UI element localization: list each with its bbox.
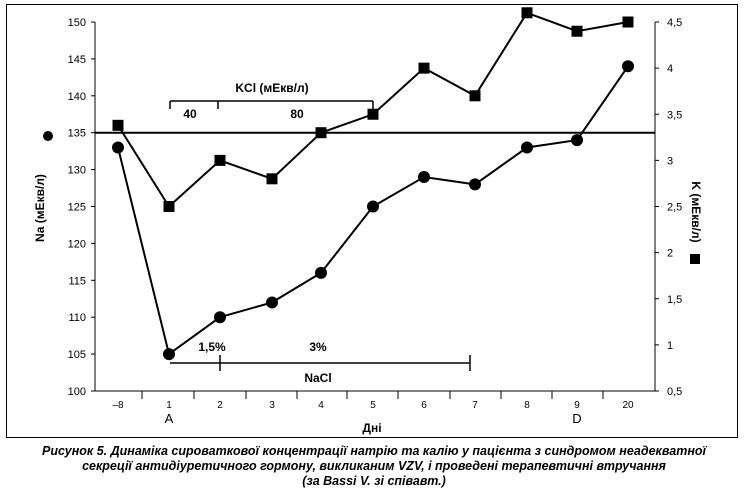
data-point-na — [367, 200, 379, 213]
left-tick-label: 110 — [68, 312, 86, 324]
x-tick-label: 6 — [421, 400, 427, 411]
right-tick-label: 0,5 — [667, 386, 682, 398]
data-point-na — [521, 141, 533, 154]
right-tick-label: 4 — [667, 63, 673, 75]
right-tick-label: 2 — [667, 248, 673, 260]
data-point-na — [571, 134, 583, 147]
nacl-segment-label: 3% — [309, 340, 327, 354]
right-tick-label: 3,5 — [667, 109, 682, 121]
axes: 1001051101151201251301351401451500,511,5… — [33, 17, 703, 435]
right-tick-label: 3 — [667, 155, 673, 167]
left-tick-label: 125 — [68, 202, 86, 214]
x-tick-label: 5 — [370, 400, 376, 411]
nacl-segment-label: 1,5% — [198, 340, 226, 354]
data-point-k — [521, 7, 533, 19]
data-point-k — [112, 119, 124, 131]
x-axis-title: Дні — [362, 421, 381, 435]
x-tick-label: 2 — [217, 400, 223, 411]
x-sublabel: A — [165, 411, 174, 426]
data-point-k — [214, 154, 226, 166]
caption-line-2: секреції антидіуретичного гормону, викли… — [82, 459, 666, 473]
x-tick-label: 9 — [574, 400, 580, 411]
data-point-na — [112, 141, 124, 154]
chart-frame — [6, 4, 738, 438]
data-point-k — [266, 173, 278, 185]
x-tick-label: 20 — [622, 400, 634, 411]
left-tick-label: 130 — [68, 165, 86, 177]
data-point-na — [163, 348, 175, 361]
data-point-na — [266, 296, 278, 309]
kcl-segment-label: 80 — [290, 107, 304, 121]
left-tick-label: 120 — [68, 238, 86, 250]
data-point-na — [469, 178, 481, 191]
x-tick-label: 8 — [524, 400, 530, 411]
x-tick-label: 3 — [269, 400, 275, 411]
left-tick-label: 105 — [68, 349, 86, 361]
left-tick-label: 135 — [68, 128, 86, 140]
left-axis-title: Na (мЕкв/л) — [33, 174, 47, 242]
data-point-na — [315, 266, 327, 279]
left-tick-label: 100 — [68, 386, 86, 398]
data-point-k — [622, 16, 634, 28]
annotations: KCl (мЕкв/л) 40 80 1,5% 3% NaCl — [95, 81, 655, 385]
left-tick-label: 115 — [68, 275, 86, 287]
left-axis-legend-marker — [43, 131, 53, 141]
left-tick-label: 140 — [68, 91, 86, 103]
caption-line-1: Рисунок 5. Динаміка сироваткової концент… — [42, 444, 706, 458]
x-tick-label: 4 — [318, 400, 324, 411]
data-point-k — [315, 127, 327, 139]
x-sublabel: D — [572, 411, 581, 426]
x-tick-label: 1 — [166, 400, 172, 411]
left-tick-label: 150 — [68, 17, 86, 29]
series — [112, 7, 634, 361]
right-axis-title: K (мЕкв/л) — [689, 181, 703, 242]
right-tick-label: 4,5 — [667, 17, 682, 29]
right-tick-label: 1,5 — [667, 294, 682, 306]
x-tick-label: 7 — [472, 400, 478, 411]
caption-line-3: (за Bassi V. зі співавт.) — [302, 474, 446, 488]
figure-caption: Рисунок 5. Динаміка сироваткової концент… — [8, 444, 740, 489]
right-tick-label: 1 — [667, 340, 673, 352]
right-tick-label: 2,5 — [667, 202, 682, 214]
left-tick-label: 145 — [68, 54, 86, 66]
data-point-k — [418, 62, 430, 74]
chart: 1001051101151201251301351401451500,511,5… — [33, 7, 703, 435]
nacl-title: NaCl — [304, 371, 331, 385]
kcl-segment-label: 40 — [183, 107, 197, 121]
data-point-k — [469, 90, 481, 102]
data-point-k — [163, 201, 175, 212]
right-axis-legend-marker — [690, 254, 700, 264]
data-point-na — [622, 60, 634, 73]
data-point-na — [418, 170, 430, 183]
kcl-title: KCl (мЕкв/л) — [235, 81, 308, 95]
x-tick-label: –8 — [112, 400, 124, 411]
data-point-na — [214, 311, 226, 324]
data-point-k — [571, 25, 583, 37]
data-point-k — [367, 108, 379, 120]
